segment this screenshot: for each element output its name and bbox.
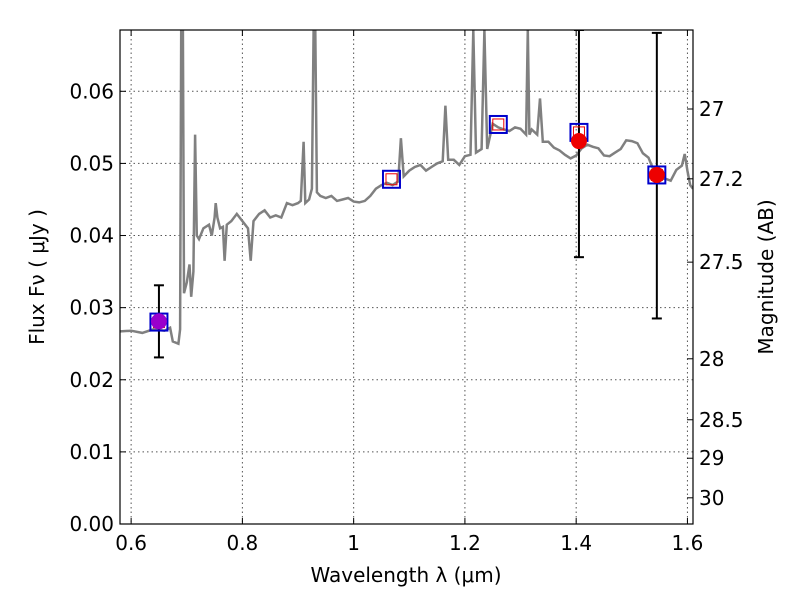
y2-tick-label: 28.5 (699, 408, 744, 432)
y2-tick-label: 28 (699, 347, 724, 371)
x-tick-label: 1 (347, 531, 360, 555)
y-tick-label: 0.02 (69, 368, 114, 392)
y-tick-label: 0.06 (69, 79, 114, 103)
synthetic-flux-inner-box (492, 118, 505, 131)
x-tick-label: 0.8 (226, 531, 258, 555)
photometry-point (570, 133, 587, 150)
y-tick-label: 0.01 (69, 440, 114, 464)
synthetic-flux-box (488, 114, 508, 134)
x-tick-label: 1.2 (449, 531, 481, 555)
photometry-points (150, 133, 665, 330)
x-tick-label: 1.6 (672, 531, 704, 555)
x-tick-label: 1.4 (560, 531, 592, 555)
y2-tick-label: 27.2 (699, 167, 744, 191)
y2-axis-label: Magnitude (AB) (754, 199, 778, 354)
synthetic-flux-inner-box (385, 173, 398, 186)
y2-tick-label: 29 (699, 446, 724, 470)
x-axis-label: Wavelength λ (μm) (310, 563, 501, 587)
photometry-point (150, 313, 167, 330)
model-spectrum-line (120, 30, 693, 346)
y-tick-label: 0.00 (69, 512, 114, 536)
plot-frame (119, 29, 694, 525)
y2-tick-label: 27.5 (699, 250, 744, 274)
axis-tick-labels: 0.6 0.8 1 1.2 1.4 1.6 0.00 0.01 0.02 0.03 0.04 0.05… (69, 79, 743, 555)
y2-tick-label: 27 (699, 97, 724, 121)
y-axis-label: Flux Fν ( μJy ) (25, 209, 49, 345)
y-tick-label: 0.05 (69, 151, 114, 175)
x-tick-label: 0.6 (115, 531, 147, 555)
photometry-point (648, 166, 665, 183)
plot-area (120, 30, 693, 359)
synthetic-photometry-markers (149, 114, 667, 332)
synthetic-flux-box (647, 165, 667, 185)
y2-tick-label: 30 (699, 486, 724, 510)
synthetic-flux-box (381, 169, 401, 189)
y-tick-label: 0.04 (69, 224, 114, 248)
y-tick-label: 0.03 (69, 296, 114, 320)
axis-ticks (120, 30, 693, 525)
